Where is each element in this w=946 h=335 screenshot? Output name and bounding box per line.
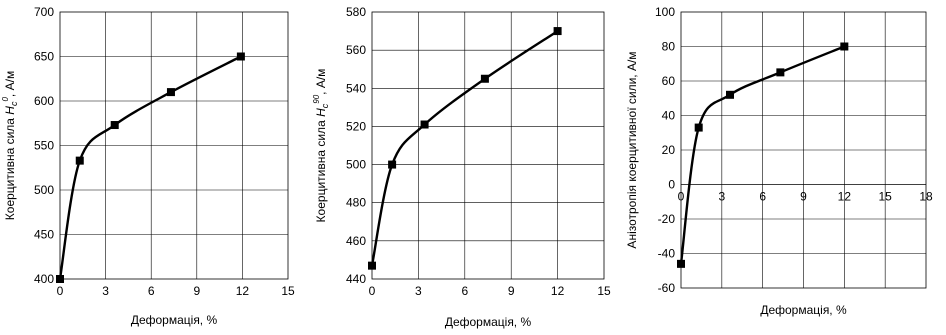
x-tick-label: 15	[597, 284, 611, 298]
y-tick-label: 20	[662, 143, 676, 157]
data-point-marker	[726, 90, 734, 99]
y-tick-label: 500	[34, 183, 54, 197]
y-tick-label: 480	[346, 196, 366, 210]
plot-frame	[680, 11, 927, 289]
y-tick-label: 0	[668, 178, 675, 192]
x-tick-label: 6	[759, 190, 766, 204]
x-axis-title: Деформація, %	[131, 313, 218, 327]
x-tick-label: 3	[415, 284, 422, 298]
y-tick-label: 400	[34, 272, 54, 286]
x-tick-label: 6	[148, 284, 155, 298]
chart-2: 440 460 480 500 520 540 560 580 0 3 6 9 12 15 Деформац…	[312, 5, 611, 329]
chart-1: 400 450 500 550 600 650 700 0 3 6 9 12 15 Деформація,…	[1, 5, 295, 327]
y-tick-label: 540	[346, 81, 366, 95]
y-tick-label: 460	[346, 234, 366, 248]
y-tick-label: 550	[34, 139, 54, 153]
data-point-marker	[776, 68, 785, 77]
y-axis-title: Коерцитивна сила Hc0, А/м	[1, 71, 19, 220]
y-tick-label: 560	[346, 43, 366, 57]
data-point-marker	[677, 259, 685, 268]
x-tick-label: 6	[461, 284, 468, 298]
x-tick-label: 18	[919, 190, 933, 204]
y-tick-label: 450	[34, 228, 54, 242]
y-tick-label: 40	[662, 109, 676, 123]
y-tick-label: 100	[655, 5, 675, 19]
data-point-marker	[553, 27, 562, 36]
plot-frame	[371, 11, 605, 280]
x-tick-label: 9	[800, 190, 807, 204]
y-tick-label: 700	[34, 5, 54, 19]
x-tick-label: 12	[838, 190, 852, 204]
y-axis-title: Коерцитивна сила Hc90, А/м	[312, 69, 330, 223]
data-point-marker	[166, 88, 175, 97]
data-point-marker	[56, 275, 64, 283]
y-tick-label: 650	[34, 50, 54, 64]
x-axis-title: Деформація, %	[445, 315, 532, 329]
x-tick-label: 0	[57, 284, 64, 298]
y-tick-label: -40	[658, 247, 676, 261]
y-axis-title: Анізотропія коерцитивної сили, А/м	[625, 51, 639, 248]
x-tick-label: 3	[102, 284, 109, 298]
y-tick-label: 440	[346, 272, 366, 286]
y-tick-label: 500	[346, 158, 366, 172]
x-tick-label: 3	[718, 190, 725, 204]
y-tick-label: 600	[34, 94, 54, 108]
x-tick-label: 15	[281, 284, 295, 298]
x-axis-title: Деформація, %	[760, 303, 847, 317]
data-point-marker	[368, 261, 376, 270]
series-line	[58, 55, 242, 280]
y-tick-label: -20	[658, 212, 676, 226]
x-tick-label: 9	[508, 284, 515, 298]
data-point-marker	[75, 156, 84, 165]
y-tick-label: 580	[346, 5, 366, 19]
data-point-marker	[840, 42, 849, 51]
data-point-marker	[480, 74, 489, 83]
x-tick-label: 12	[236, 284, 250, 298]
y-tick-label: 60	[662, 74, 676, 88]
data-point-marker	[420, 120, 429, 129]
data-point-marker	[388, 160, 397, 169]
x-tick-label: 9	[193, 284, 200, 298]
x-tick-label: 0	[369, 284, 376, 298]
y-tick-label: 520	[346, 119, 366, 133]
plot-frame	[59, 11, 289, 280]
x-tick-label: 12	[551, 284, 565, 298]
y-tick-label: 80	[662, 40, 676, 54]
data-point-marker	[236, 52, 245, 61]
x-tick-label: 15	[878, 190, 892, 204]
y-tick-label: -60	[658, 281, 676, 295]
data-point-marker	[694, 123, 703, 132]
x-tick-label: 0	[678, 190, 685, 204]
data-point-marker	[110, 121, 119, 130]
